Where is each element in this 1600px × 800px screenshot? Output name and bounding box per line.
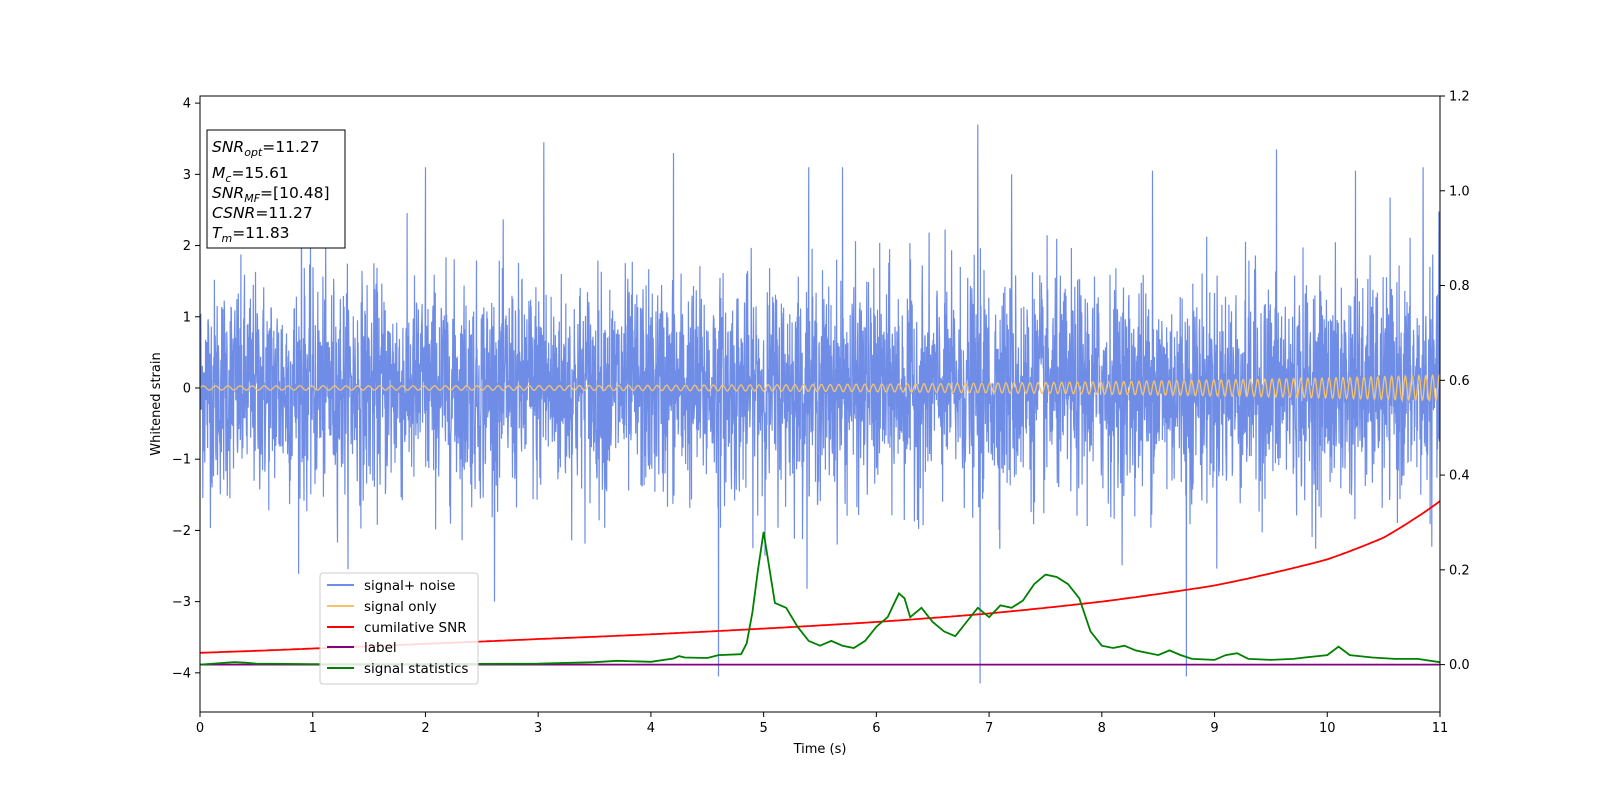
y-left-tick-label: 2 [183,239,191,254]
legend-label-signal-only: signal only [364,599,437,615]
plot-frame [199,95,1441,713]
x-tick-label: 10 [1319,721,1336,736]
y-right-tick-label: 1.2 [1449,90,1470,105]
x-tick-label: 1 [309,721,317,736]
y-right-tick-label: 0.8 [1449,279,1470,294]
x-tick-label: 2 [421,721,429,736]
annotation-box: SNRopt=11.27 Mc=15.61 SNRMF=[10.48] CSNR… [206,129,346,249]
y-axis-left: −4 −3 −2 −1 0 1 2 3 4 [172,97,200,681]
snr-opt-text: SNRopt=11.27 [212,138,320,159]
y-axis-right: 0.0 0.2 0.4 0.6 0.8 1.0 1.2 [1440,90,1470,673]
legend-label-signal-noise: signal+ noise [364,578,455,594]
legend: signal+ noise signal only cumilative SNR… [319,572,479,685]
x-axis-label: Time (s) [793,742,847,757]
x-tick-label: 7 [985,721,993,736]
x-tick-label: 3 [534,721,542,736]
y-left-tick-label: 3 [183,168,191,183]
x-tick-label: 0 [196,721,204,736]
y-left-tick-label: −1 [172,453,191,468]
tm-text: Tm=11.83 [212,224,290,245]
y-left-tick-label: −2 [172,524,191,539]
y-left-tick-label: −3 [172,595,191,610]
y-axis-label: Whitened strain [149,352,164,455]
x-tick-label: 9 [1210,721,1218,736]
annotation-frame [206,129,346,249]
csnr-text: CSNR=11.27 [212,204,313,222]
legend-label-cumulative-snr: cumilative SNR [364,620,467,636]
y-right-tick-label: 0.2 [1449,563,1470,578]
x-tick-label: 6 [872,721,880,736]
mc-text: Mc=15.61 [212,164,289,185]
series-signal-statistics-line [200,531,1440,666]
y-right-tick-label: 0.4 [1449,469,1470,484]
x-tick-label: 11 [1432,721,1449,736]
series-signal-noise-line [200,124,1440,684]
y-left-tick-label: 4 [183,97,191,112]
y-left-tick-label: −4 [172,666,191,681]
legend-label-label: label [364,640,397,656]
x-tick-label: 4 [647,721,655,736]
y-left-tick-label: 1 [183,310,191,325]
y-left-tick-label: 0 [183,381,191,396]
y-right-tick-label: 0.0 [1449,658,1470,673]
series-signal-only-line [200,373,1440,403]
legend-label-signal-statistics: signal statistics [364,661,468,677]
y-right-tick-label: 1.0 [1449,184,1470,199]
y-right-tick-label: 0.6 [1449,374,1470,389]
snr-mf-text: SNRMF=[10.48] [212,184,330,205]
x-tick-label: 5 [759,721,767,736]
legend-frame [319,572,479,685]
x-tick-label: 8 [1098,721,1106,736]
x-axis: 0 1 2 3 4 5 6 7 8 9 10 11 [196,712,1448,736]
